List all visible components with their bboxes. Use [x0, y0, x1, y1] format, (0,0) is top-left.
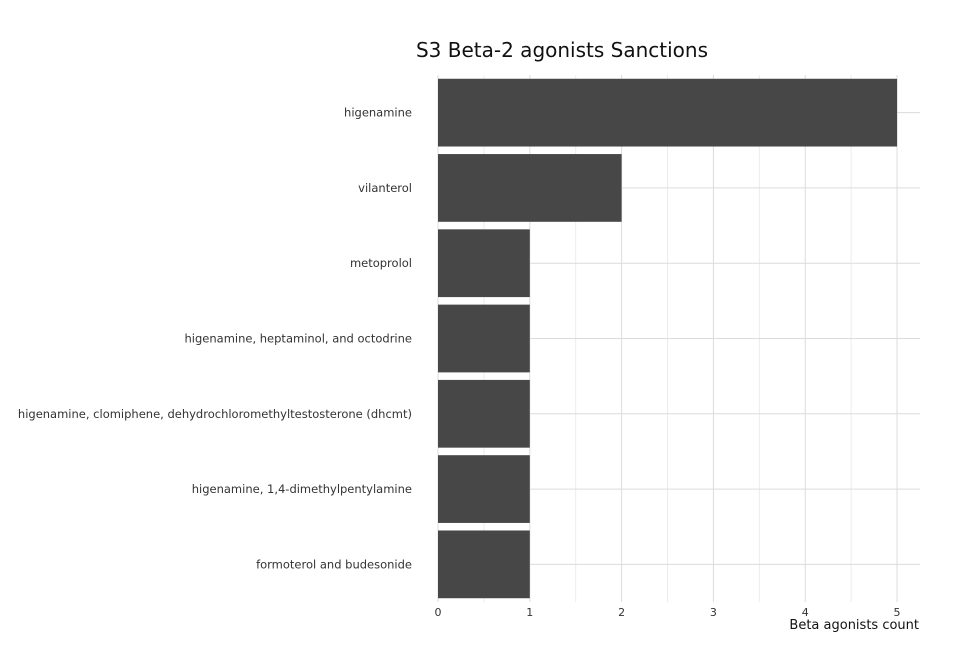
category-label: higenamine, heptaminol, and octodrine	[185, 332, 413, 346]
category-labels: higenamine vilanterol metoprolol higenamine…	[18, 106, 412, 572]
bar	[438, 229, 530, 298]
category-label: higenamine, 1,4-dimethylpentylamine	[192, 482, 412, 496]
bar	[438, 530, 530, 599]
x-tick-label: 1	[526, 606, 533, 619]
chart-title: S3 Beta-2 agonists Sanctions	[416, 38, 708, 62]
x-tick-labels: 0 1 2 3 4 5	[435, 606, 901, 619]
bar	[438, 78, 898, 147]
bar	[438, 154, 622, 222]
bar	[438, 379, 530, 448]
bar	[438, 455, 530, 523]
x-tick-label: 4	[802, 606, 809, 619]
category-label: higenamine	[344, 106, 412, 120]
bars	[438, 78, 898, 599]
bar	[438, 304, 530, 373]
x-tick-label: 2	[618, 606, 625, 619]
category-label: metoprolol	[350, 256, 412, 270]
x-tick-label: 0	[435, 606, 442, 619]
category-label: vilanterol	[358, 181, 412, 195]
x-axis-title: Beta agonists count	[789, 618, 919, 633]
x-tick-label: 5	[894, 606, 901, 619]
x-tick-label: 3	[710, 606, 717, 619]
category-label: formoterol and budesonide	[256, 557, 412, 571]
category-label: higenamine, clomiphene, dehydrochloromet…	[18, 407, 412, 421]
